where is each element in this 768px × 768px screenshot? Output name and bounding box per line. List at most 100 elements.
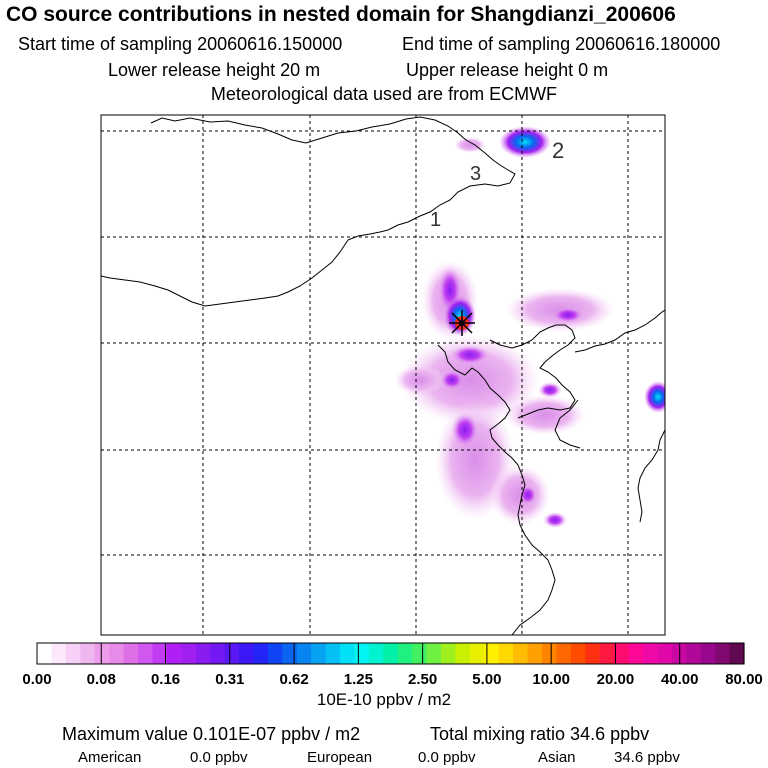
contour-label-1: 1 [430, 209, 441, 231]
colorbar-swatch [239, 643, 255, 664]
colorbar-swatch [80, 643, 96, 664]
region-asian-name: Asian [538, 749, 576, 766]
plume-mid-spot [451, 412, 479, 448]
colorbar-tick-label: 1.25 [344, 671, 373, 688]
coastline-peninsula [637, 429, 665, 523]
colorbar-swatch [296, 643, 312, 664]
colorbar-swatch [570, 643, 586, 664]
colorbar-swatch [715, 643, 731, 664]
plume-field [395, 126, 665, 528]
colorbar-swatch [195, 643, 211, 664]
release-site-marker [449, 310, 475, 336]
colorbar-swatch [123, 643, 139, 664]
colorbar-swatch [65, 643, 81, 664]
plume-mid-spot [450, 345, 490, 365]
colorbar-swatch [397, 643, 413, 664]
contour-label-3: 3 [470, 163, 481, 185]
gridlines [101, 115, 665, 635]
total-mixing-ratio: Total mixing ratio 34.6 ppbv [430, 724, 650, 744]
region-american-value: 0.0 ppbv [190, 749, 248, 766]
colorbar-swatch [556, 643, 572, 664]
colorbar-tick-label: 0.31 [215, 671, 244, 688]
coastline-east [574, 309, 665, 353]
colorbar-swatch [599, 643, 615, 664]
colorbar-swatch [152, 643, 168, 664]
colorbar-swatch [94, 643, 110, 664]
coastline-bay-north [489, 324, 576, 419]
map-frame [100, 114, 666, 636]
plume-mid-spot [552, 307, 584, 323]
colorbar-swatch [469, 643, 485, 664]
colorbar-swatch [614, 643, 630, 664]
colorbar-tick-label: 20.00 [597, 671, 635, 688]
colorbar-swatch [498, 643, 514, 664]
colorbar-swatch [643, 643, 659, 664]
colorbar-swatch [628, 643, 644, 664]
colorbar-tick-label: 5.00 [472, 671, 501, 688]
colorbar-swatch [686, 643, 702, 664]
colorbar-tick-label: 0.62 [279, 671, 308, 688]
plume-strong-core [444, 296, 476, 336]
plume-strong-core [499, 126, 551, 158]
colorbar-swatch [267, 643, 283, 664]
colorbar-swatch [340, 643, 356, 664]
plume-mid-spot [440, 370, 464, 390]
colorbar-swatch [166, 643, 182, 664]
maximum-value: Maximum value 0.101E-07 ppbv / m2 [62, 724, 361, 744]
plume-mid-spot [538, 382, 562, 398]
colorbar-swatch [542, 643, 558, 664]
coastlines [101, 116, 665, 635]
colorbar-frame [36, 642, 745, 665]
colorbar-swatch [527, 643, 543, 664]
colorbar-swatch [138, 643, 154, 664]
colorbar-tick-label: 80.00 [725, 671, 763, 688]
region-european-name: European [307, 749, 373, 766]
region-european-value: 0.0 ppbv [418, 749, 476, 766]
colorbar-unit: 10E-10 ppbv / m2 [316, 690, 452, 709]
plume-strong-core [644, 381, 665, 413]
colorbar-swatch [224, 643, 240, 664]
colorbar-swatch [37, 643, 53, 664]
plume-weak-area [505, 395, 585, 435]
colorbar-tick-label: 40.00 [661, 671, 699, 688]
meteorological-note: Meteorological data used are from ECMWF [210, 84, 558, 104]
upper-release-height: Upper release height 0 m [406, 60, 609, 80]
colorbar-swatch [109, 643, 125, 664]
plume-weak-area [454, 137, 486, 153]
colorbar-tick-label: 0.08 [87, 671, 116, 688]
colorbar-swatch [282, 643, 298, 664]
plume-weak-area [395, 365, 445, 395]
region-american-name: American [78, 749, 142, 766]
colorbar-ticks: 0.00 0.08 0.16 0.31 0.62 1.25 2.50 5.00 10.00 20.… [22, 643, 763, 688]
plume-mid-spot [543, 512, 567, 528]
colorbar-swatch [484, 643, 500, 664]
colorbar-tick-label: 0.16 [151, 671, 180, 688]
lower-release-height: Lower release height 20 m [108, 60, 321, 80]
colorbar-swatch [311, 643, 327, 664]
coastline-bay-west [437, 344, 556, 635]
region-asian-value: 34.6 ppbv [614, 749, 680, 766]
colorbar-tick-label: 10.00 [532, 671, 570, 688]
colorbar-swatch [441, 643, 457, 664]
colorbar-swatch [426, 643, 442, 664]
colorbar-swatch [513, 643, 529, 664]
colorbar-swatch [455, 643, 471, 664]
coastline-north [101, 116, 516, 307]
colorbar-tick-label: 2.50 [408, 671, 437, 688]
contour-label-2: 2 [552, 138, 564, 163]
colorbar-swatch [729, 643, 745, 664]
colorbar-swatch [181, 643, 197, 664]
coastline-bay-east [554, 399, 581, 449]
end-time: End time of sampling 20060616.180000 [402, 34, 721, 54]
colorbar-swatch [51, 643, 67, 664]
colorbar-swatch [657, 643, 673, 664]
colorbar-swatch [383, 643, 399, 664]
colorbar-swatch [700, 643, 716, 664]
colorbar-swatch [253, 643, 269, 664]
chart-title: CO source contributions in nested domain… [6, 3, 676, 26]
colorbar-swatch [354, 643, 370, 664]
colorbar-swatch [325, 643, 341, 664]
colorbar-swatch [210, 643, 226, 664]
colorbar-swatch [412, 643, 428, 664]
